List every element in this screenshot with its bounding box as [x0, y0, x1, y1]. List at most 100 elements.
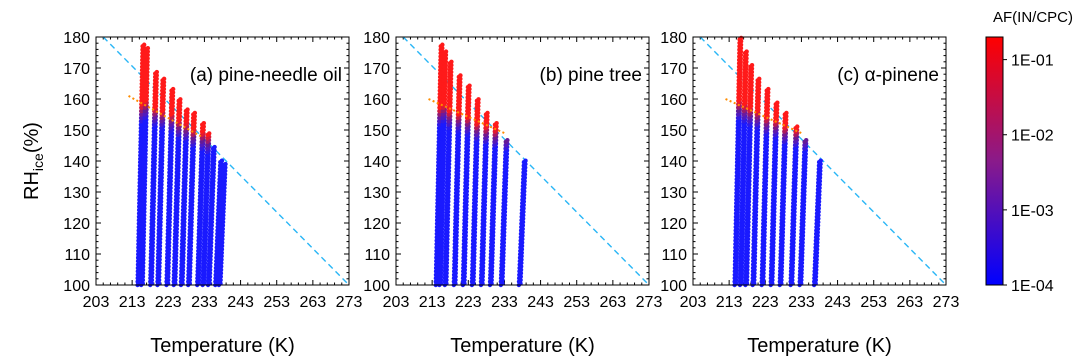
scan-point: [201, 120, 207, 126]
y-tick-label: 100: [63, 278, 90, 295]
scan-point: [178, 97, 183, 102]
scan-point: [443, 49, 449, 54]
y-tick-label: 130: [660, 185, 687, 202]
plot-frame: [692, 36, 947, 286]
scan-point: [784, 110, 789, 116]
scan-point: [161, 76, 167, 82]
scan-point: [449, 59, 454, 64]
colorbar-tick-label: 1E-01: [1011, 53, 1054, 70]
x-tick-label: 203: [680, 294, 707, 311]
scan-points: [433, 42, 528, 288]
scan-point: [494, 120, 499, 126]
y-tick-label: 150: [363, 123, 390, 140]
x-axis-label: Temperature (K): [450, 335, 595, 357]
colorbar-tick-label: 1E-03: [1011, 203, 1054, 220]
y-tick-label: 150: [660, 123, 687, 140]
x-tick-label: 233: [191, 294, 218, 311]
plot-frame: [395, 36, 650, 286]
x-tick-label: 223: [752, 294, 779, 311]
y-tick-label: 140: [63, 154, 90, 171]
y-tick-label: 100: [660, 278, 687, 295]
scan-point: [739, 35, 744, 41]
y-tick-label: 150: [63, 123, 90, 140]
x-tick-label: 243: [527, 294, 554, 311]
x-tick-label: 223: [155, 294, 182, 311]
colorbar-tick-label: 1E-04: [1011, 278, 1054, 295]
x-tick-label: 243: [824, 294, 851, 311]
x-tick-label: 253: [860, 294, 887, 311]
y-tick-label: 180: [660, 30, 687, 47]
y-axis-label-unit: (%): [21, 122, 43, 153]
scan-point: [145, 45, 151, 51]
x-tick-label: 253: [263, 294, 290, 311]
y-tick-label: 110: [661, 247, 687, 264]
scan-points: [732, 35, 823, 288]
scan-point: [458, 73, 463, 78]
y-tick-label: 180: [63, 30, 90, 47]
scan-point: [192, 110, 198, 116]
x-tick-label: 203: [383, 294, 410, 311]
y-tick-label: 110: [64, 247, 90, 264]
scan-point: [485, 110, 490, 116]
x-tick-label: 223: [455, 294, 482, 311]
x-tick-label: 253: [563, 294, 590, 311]
x-tick-label: 273: [336, 294, 363, 311]
x-tick-label: 263: [897, 294, 924, 311]
x-tick-label: 233: [788, 294, 815, 311]
y-tick-label: 120: [363, 216, 390, 233]
x-axis-label: Temperature (K): [150, 335, 295, 357]
scan-point: [749, 63, 755, 68]
x-tick-label: 243: [227, 294, 254, 311]
x-tick-label: 213: [716, 294, 743, 311]
y-tick-label: 120: [660, 216, 687, 233]
scan-point: [207, 131, 212, 136]
x-tick-label: 213: [119, 294, 146, 311]
colorbar-bar: [985, 36, 1004, 286]
x-axis-label: Temperature (K): [747, 335, 892, 357]
scan-points: [135, 42, 228, 288]
panel-label: (b) pine tree: [540, 65, 642, 86]
x-tick-label: 263: [300, 294, 327, 311]
scan-point: [212, 144, 217, 150]
y-axis-label-sub: ice: [30, 153, 46, 171]
x-tick-label: 203: [83, 294, 110, 311]
panel-label: (c) α-pinene: [837, 65, 939, 86]
scan-point: [154, 69, 160, 75]
colorbar-title: AF(IN/CPC): [993, 9, 1073, 26]
y-tick-label: 100: [363, 278, 390, 295]
y-tick-label: 170: [363, 61, 390, 78]
panel-b: 203 213 223 233 243 253 263 273 100 110 120 130 140 1…: [363, 30, 662, 357]
scan-point: [219, 158, 225, 163]
x-tick-label: 273: [636, 294, 663, 311]
scan-point: [757, 76, 762, 82]
trend-line: [128, 95, 202, 138]
panel-label: (a) pine-needle oil: [190, 65, 342, 86]
trend-line: [725, 98, 802, 135]
trend-line: [428, 98, 505, 135]
y-tick-label: 120: [63, 216, 90, 233]
x-tick-label: 213: [419, 294, 446, 311]
scan-point: [185, 107, 190, 112]
y-tick-label: 170: [63, 61, 90, 78]
scan-point: [440, 42, 445, 47]
scan-point: [804, 138, 809, 143]
colorbar-tick-label: 1E-02: [1011, 128, 1054, 145]
colorbar: 1E-01 1E-02 1E-03 1E-04 AF(IN/CPC): [985, 9, 1073, 295]
scan-point: [744, 49, 749, 54]
y-tick-label: 160: [63, 92, 90, 109]
y-tick-label: 140: [363, 154, 390, 171]
y-tick-label: 130: [63, 185, 90, 202]
y-tick-label: 140: [660, 154, 687, 171]
water-saturation-line: [102, 36, 350, 286]
scan-point: [170, 86, 176, 92]
y-tick-label: 130: [363, 185, 390, 202]
x-tick-label: 233: [491, 294, 518, 311]
x-tick-label: 263: [600, 294, 627, 311]
panel-a: 203 213 223 233 243 253 263 273 100 110 120 130 140 1…: [63, 30, 362, 357]
y-tick-label: 160: [363, 92, 390, 109]
y-tick-label: 160: [660, 92, 687, 109]
plot-frame: [95, 36, 350, 286]
y-tick-label: 180: [363, 30, 390, 47]
water-saturation-line: [699, 36, 947, 286]
